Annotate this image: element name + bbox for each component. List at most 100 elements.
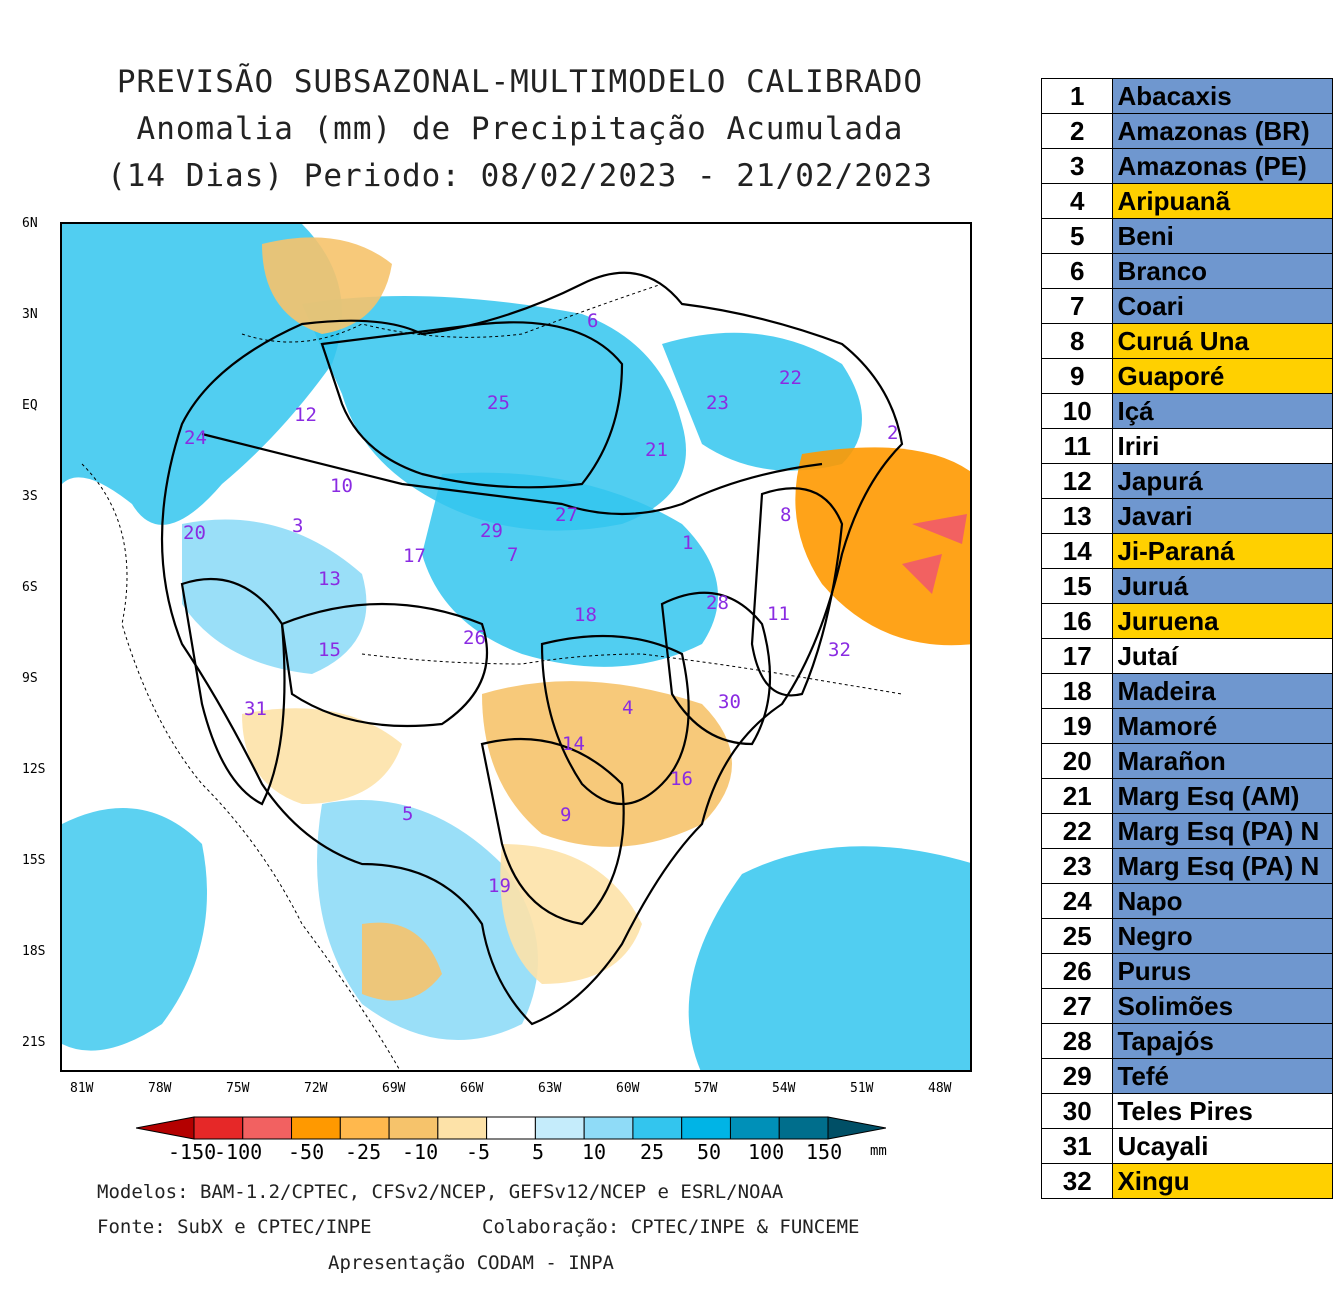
legend-basin-name: Mamoré <box>1112 708 1333 744</box>
collaboration-credit: Colaboração: CPTEC/INPE & FUNCEME <box>482 1216 860 1238</box>
colorbar-label: 150 <box>806 1140 843 1164</box>
legend-basin-number: 28 <box>1040 1023 1114 1059</box>
latitude-label: EQ <box>22 398 38 413</box>
colorbar-label: 25 <box>640 1140 665 1164</box>
colorbar-cell <box>242 1116 293 1140</box>
basin-number-label: 3 <box>292 515 303 537</box>
basin-number-label: 9 <box>560 804 571 826</box>
basin-number-label: 20 <box>183 522 206 544</box>
legend-row: 30 Teles Pires <box>1040 1093 1333 1129</box>
anomaly-fields <box>62 224 970 1070</box>
legend-basin-name: Tapajós <box>1112 1023 1333 1059</box>
legend-row: 3 Amazonas (PE) <box>1040 148 1333 184</box>
longitude-label: 81W <box>70 1081 94 1096</box>
legend-basin-number: 32 <box>1040 1163 1114 1199</box>
basin-number-label: 32 <box>828 639 851 661</box>
basin-number-label: 13 <box>318 568 341 590</box>
map-title-line-3: (14 Dias) Periodo: 08/02/2023 - 21/02/20… <box>107 158 933 194</box>
legend-row: 1 Abacaxis <box>1040 78 1333 114</box>
legend-basin-number: 4 <box>1040 183 1114 219</box>
colorbar-cell <box>827 1116 886 1140</box>
legend-basin-number: 8 <box>1040 323 1114 359</box>
colorbar-cell <box>339 1116 390 1140</box>
legend-row: 20 Marañon <box>1040 743 1333 779</box>
legend-basin-name: Marañon <box>1112 743 1333 779</box>
basin-number-label: 17 <box>403 545 426 567</box>
latitude-label: 15S <box>22 853 46 868</box>
longitude-label: 48W <box>928 1081 952 1096</box>
legend-basin-name: Guaporé <box>1112 358 1333 394</box>
legend-basin-name: Ucayali <box>1112 1128 1333 1164</box>
legend-row: 25 Negro <box>1040 918 1333 954</box>
light-wet-anomaly <box>182 519 367 674</box>
basin-number-label: 8 <box>780 504 791 526</box>
dry-anomaly-south-central <box>500 844 642 984</box>
wet-anomaly-west <box>62 224 342 525</box>
colorbar-label: -5 <box>466 1140 491 1164</box>
legend-row: 2 Amazonas (BR) <box>1040 113 1333 149</box>
legend-basin-number: 20 <box>1040 743 1114 779</box>
legend-basin-number: 11 <box>1040 428 1114 464</box>
legend-basin-name: Teles Pires <box>1112 1093 1333 1129</box>
legend-basin-name: Abacaxis <box>1112 78 1333 114</box>
legend-basin-number: 17 <box>1040 638 1114 674</box>
latitude-label: 6S <box>22 580 38 595</box>
basin-number-label: 19 <box>488 875 511 897</box>
basin-number-label: 25 <box>487 392 510 414</box>
legend-basin-name: Marg Esq (PA) N <box>1112 848 1333 884</box>
colorbar-cell <box>136 1116 195 1140</box>
dry-anomaly-north <box>262 237 392 334</box>
legend-row: 14 Ji-Paraná <box>1040 533 1333 569</box>
legend-row: 12 Japurá <box>1040 463 1333 499</box>
basin-number-label: 14 <box>562 733 585 755</box>
colorbar-label: 100 <box>748 1140 785 1164</box>
colorbar-unit: mm <box>870 1143 887 1159</box>
legend-basin-name: Marg Esq (PA) N <box>1112 813 1333 849</box>
solimoes-channel <box>201 432 823 516</box>
legend-basin-number: 2 <box>1040 113 1114 149</box>
legend-basin-number: 27 <box>1040 988 1114 1024</box>
legend-row: 27 Solimões <box>1040 988 1333 1024</box>
legend-basin-name: Coari <box>1112 288 1333 324</box>
latitude-label: 3S <box>22 489 38 504</box>
legend-basin-number: 14 <box>1040 533 1114 569</box>
legend-basin-name: Javari <box>1112 498 1333 534</box>
colorbar-cell <box>778 1116 829 1140</box>
legend-basin-number: 6 <box>1040 253 1114 289</box>
legend-row: 19 Mamoré <box>1040 708 1333 744</box>
legend-basin-number: 3 <box>1040 148 1114 184</box>
presentation-credit: Apresentação CODAM - INPA <box>328 1252 614 1274</box>
basin-number-label: 12 <box>294 404 317 426</box>
legend-row: 9 Guaporé <box>1040 358 1333 394</box>
wet-anomaly-southwest <box>62 808 207 1051</box>
map-title-line-2: Anomalia (mm) de Precipitação Acumulada <box>136 111 904 147</box>
legend-row: 5 Beni <box>1040 218 1333 254</box>
legend-basin-number: 30 <box>1040 1093 1114 1129</box>
country-borders <box>81 283 903 1070</box>
basin-number-label: 10 <box>330 475 353 497</box>
madeira-basin-outline <box>540 634 690 805</box>
latitude-label: 6N <box>22 216 38 231</box>
basin-number-labels: 1 2 3 4 5 6 7 8 9 10 11 12 13 14 15 16 1… <box>183 310 898 897</box>
legend-basin-name: Napo <box>1112 883 1333 919</box>
legend-basin-name: Içá <box>1112 393 1333 429</box>
legend-basin-number: 22 <box>1040 813 1114 849</box>
legend-row: 13 Javari <box>1040 498 1333 534</box>
legend-row: 22 Marg Esq (PA) N <box>1040 813 1333 849</box>
basin-number-label: 4 <box>622 697 633 719</box>
legend-basin-name: Xingu <box>1112 1163 1333 1199</box>
colorbar-cell <box>388 1116 439 1140</box>
colorbar-cell <box>583 1116 634 1140</box>
legend-row: 29 Tefé <box>1040 1058 1333 1094</box>
legend-basin-number: 13 <box>1040 498 1114 534</box>
longitude-label: 69W <box>382 1081 406 1096</box>
amazon-basin-outline <box>160 271 904 1026</box>
legend-basin-name: Amazonas (PE) <box>1112 148 1333 184</box>
legend-basin-name: Madeira <box>1112 673 1333 709</box>
longitude-label: 72W <box>304 1081 328 1096</box>
legend-basin-name: Beni <box>1112 218 1333 254</box>
longitude-label: 78W <box>148 1081 172 1096</box>
dry-anomaly-central-south <box>482 681 732 847</box>
wet-anomaly-northeast <box>662 332 862 471</box>
legend-basin-name: Branco <box>1112 253 1333 289</box>
